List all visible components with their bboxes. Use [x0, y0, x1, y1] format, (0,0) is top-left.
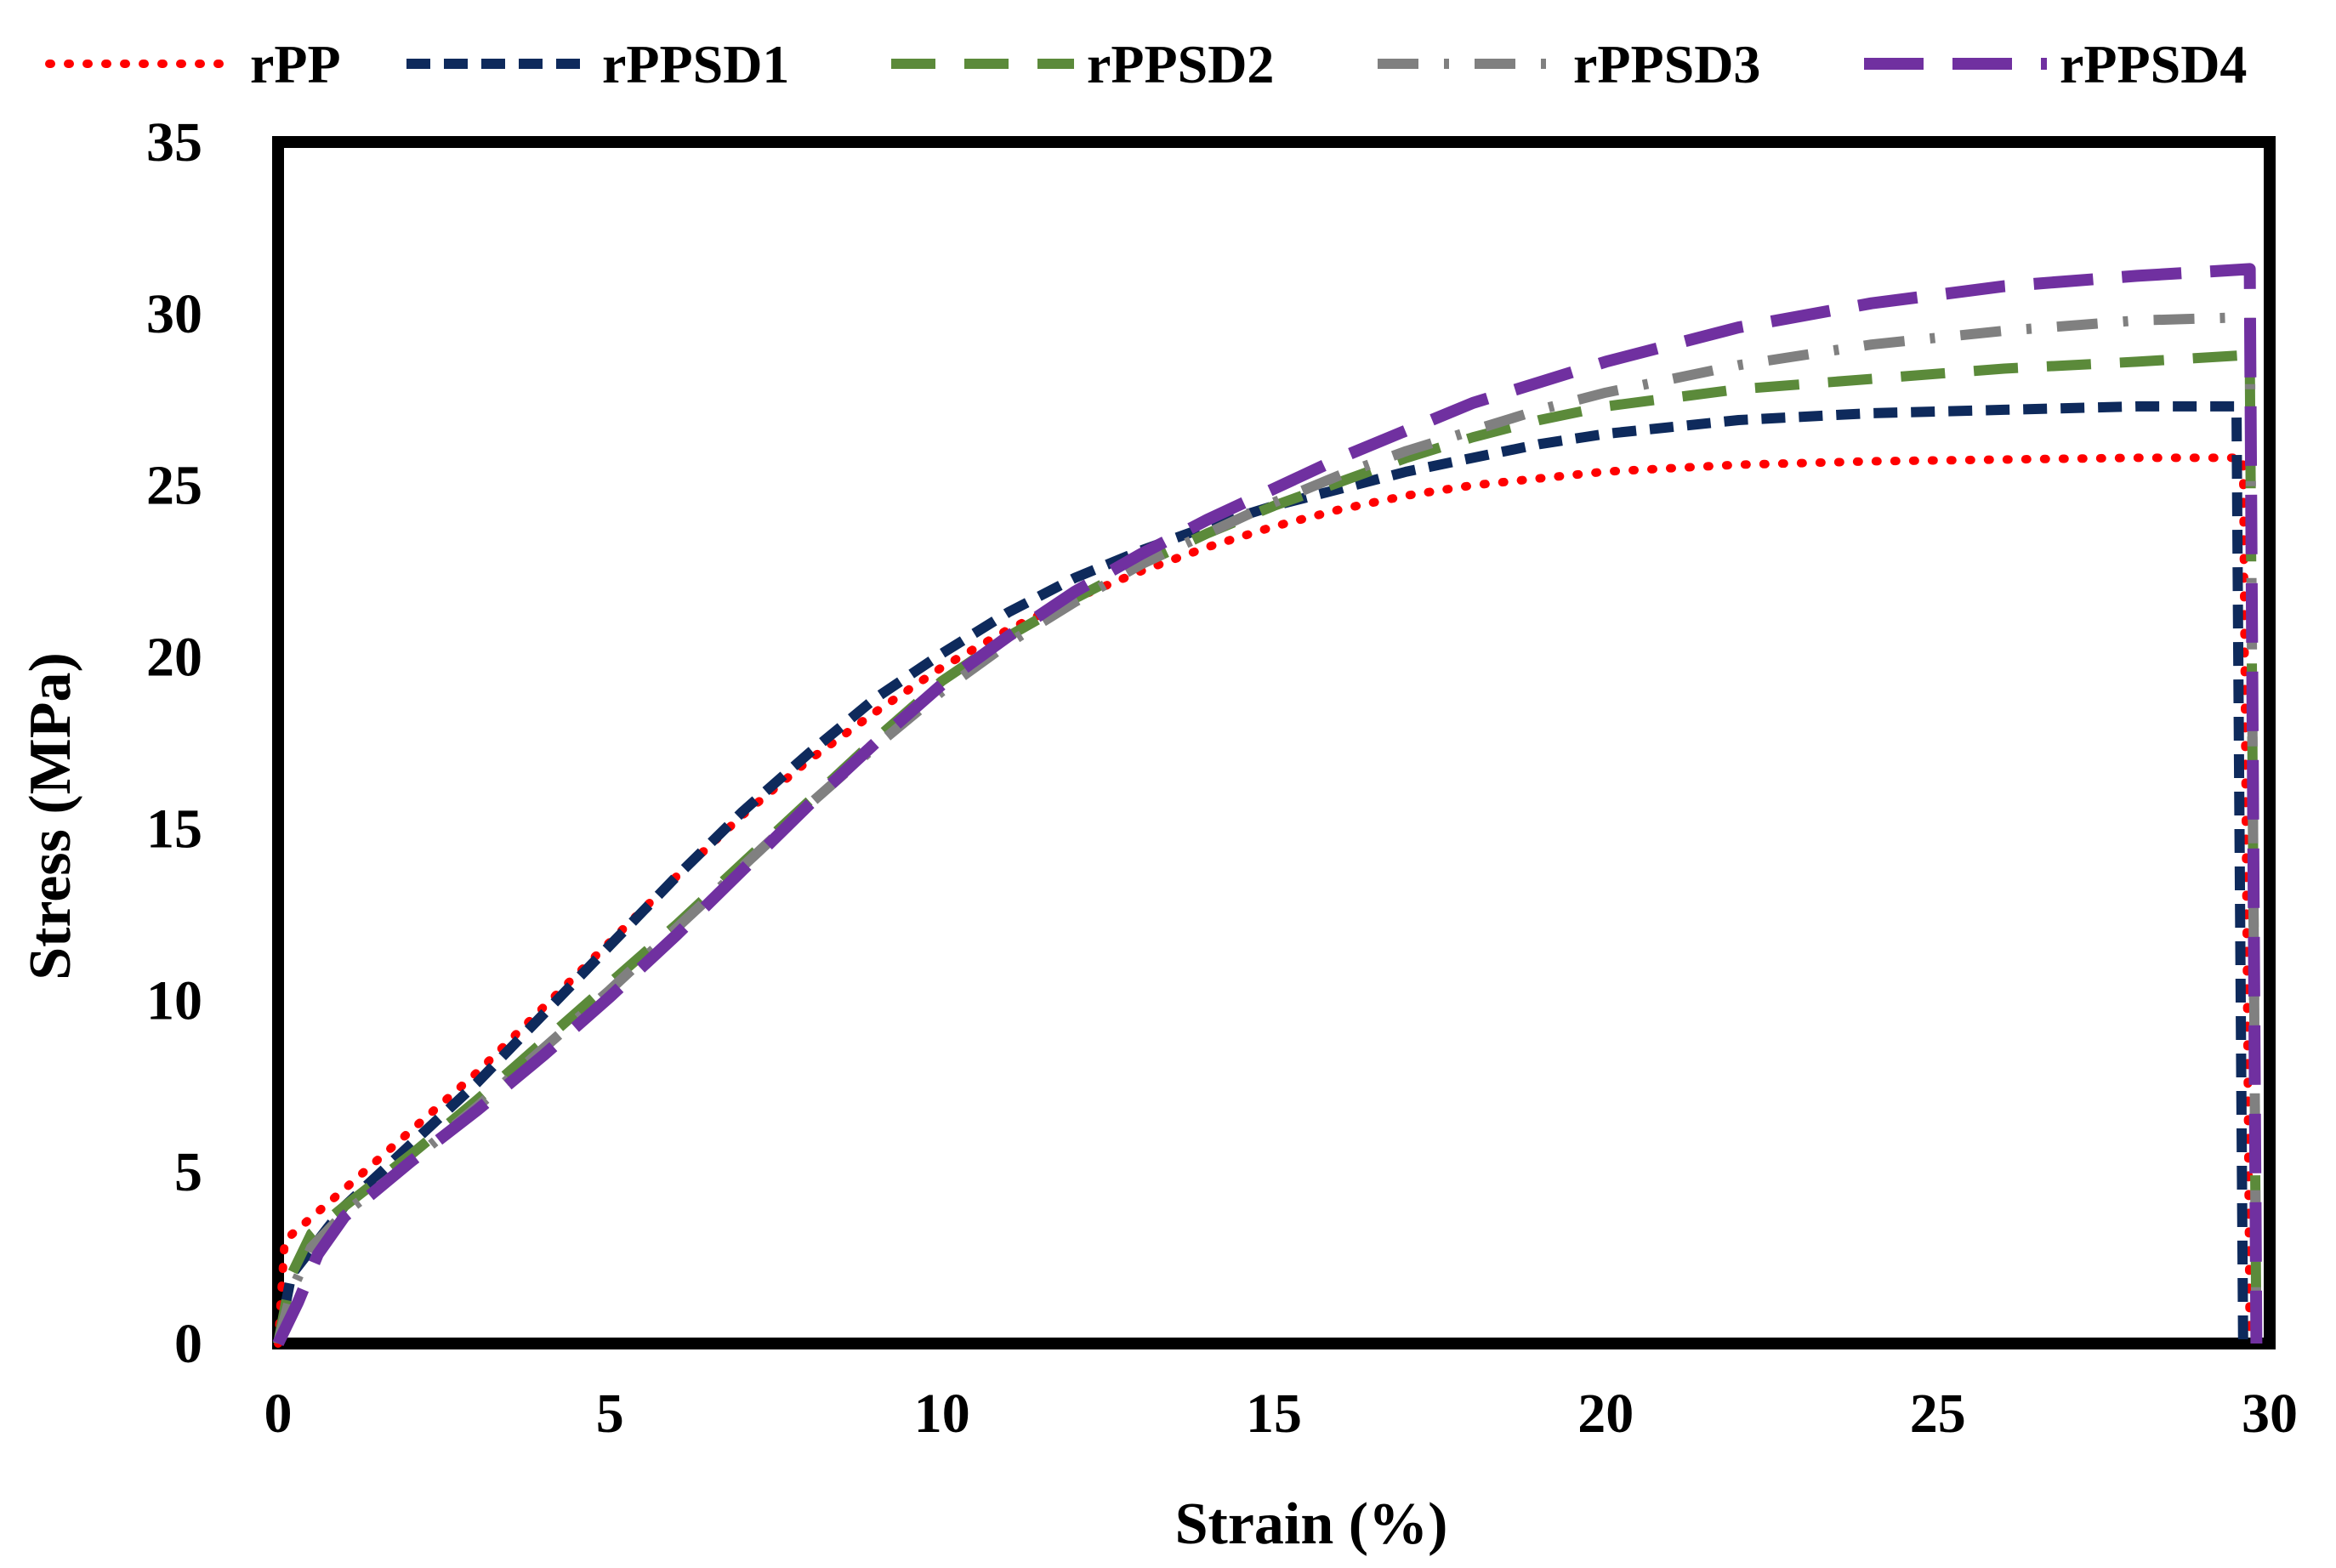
- legend: rPP rPPSD1 rPPSD2 rPPSD3 rPPSD4: [45, 34, 2247, 94]
- series-line-rppsd3: [273, 311, 2262, 1345]
- data-series: [272, 263, 2263, 1348]
- series-line-rppsd4: [272, 263, 2263, 1347]
- y-tick-label: 15: [146, 798, 202, 860]
- x-tick-label: 30: [2242, 1383, 2298, 1445]
- y-tick-label: 20: [146, 627, 202, 689]
- y-axis-title: Stress (MPa): [18, 652, 83, 980]
- plot-area-frame: [272, 136, 2276, 1349]
- legend-label-rppsd4: rPPSD4: [2060, 34, 2247, 94]
- legend-label-rppsd1: rPPSD1: [602, 34, 789, 94]
- series-line-rppsd2: [273, 349, 2262, 1345]
- series-line-rppsd1: [273, 401, 2248, 1345]
- y-tick-label: 35: [146, 111, 202, 173]
- y-tick-label: 5: [174, 1141, 202, 1203]
- x-tick-label: 10: [914, 1383, 970, 1445]
- x-axis-tick-labels: 0 5 10 15 20 25 30: [264, 1383, 2299, 1445]
- legend-label-rpp: rPP: [250, 34, 341, 94]
- series-line-rpp: [274, 453, 2254, 1348]
- x-tick-label: 20: [1577, 1383, 1634, 1445]
- x-tick-label: 5: [596, 1383, 624, 1445]
- legend-label-rppsd2: rPPSD2: [1087, 34, 1274, 94]
- x-tick-label: 0: [264, 1383, 293, 1445]
- y-tick-label: 30: [146, 283, 202, 345]
- y-tick-label: 25: [146, 455, 202, 517]
- y-tick-label: 0: [174, 1313, 202, 1375]
- x-tick-label: 15: [1246, 1383, 1302, 1445]
- y-tick-label: 10: [146, 969, 202, 1031]
- x-axis-title: Strain (%): [1175, 1491, 1448, 1557]
- legend-label-rppsd3: rPPSD3: [1573, 34, 1760, 94]
- x-tick-label: 25: [1910, 1383, 1966, 1445]
- y-axis-tick-labels: 0 5 10 15 20 25 30 35: [146, 111, 202, 1375]
